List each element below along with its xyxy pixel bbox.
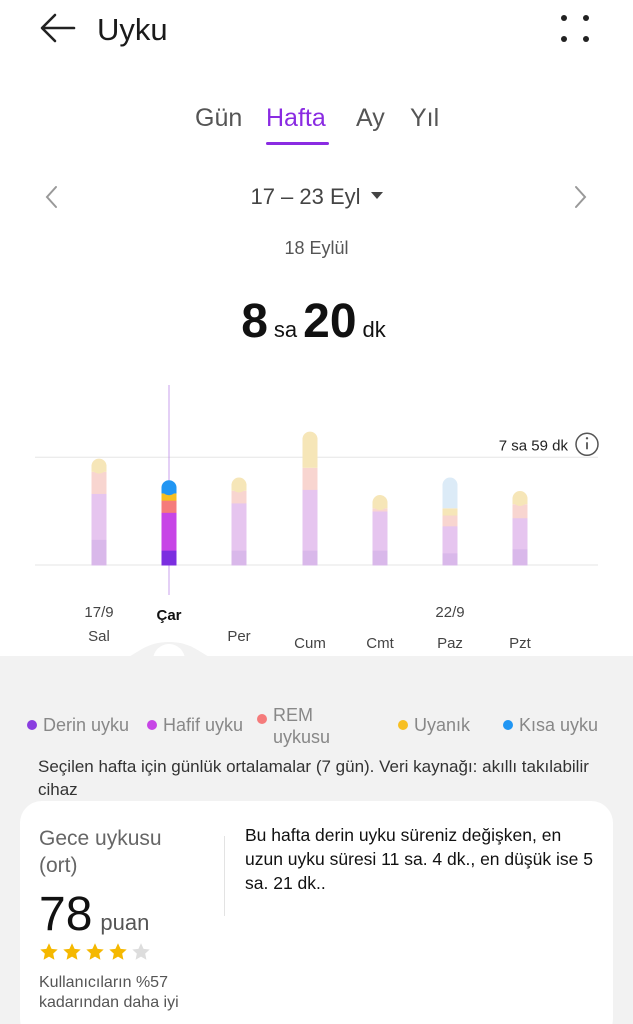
legend-item: Derin uyku (27, 714, 129, 736)
legend-label: Uyanık (414, 715, 471, 735)
day-tick-label: Cmt (366, 635, 394, 652)
score-value: 78 (39, 888, 93, 941)
info-icon[interactable] (575, 432, 599, 457)
bar-Cmt-derin-uyku[interactable] (372, 550, 388, 566)
day-tick-label: Pzt (509, 635, 532, 652)
tab-day[interactable]: Gün (195, 104, 243, 132)
tab-month[interactable]: Ay (356, 104, 385, 132)
legend-label: REM uykusu (273, 705, 331, 747)
day-tick-label: Cum (294, 635, 326, 652)
bar-Paz-derin-uyku[interactable] (442, 552, 458, 566)
duration-minutes: 20 (303, 295, 357, 348)
sleep-week-chart[interactable]: 7 sa 59 dk 17/9 Sal Çar Per Cum Cmt 22/9 Paz Pzt (0, 380, 633, 660)
day-tick-label: Çar (156, 607, 181, 624)
bar-cap-Per (231, 477, 247, 493)
bar-Paz-uyanık[interactable] (442, 508, 458, 516)
bar-Cum-hafif-uyku[interactable] (302, 489, 318, 551)
day-tick-label: Paz (437, 635, 463, 652)
legend-dot (27, 720, 37, 730)
bar-cap-Çar (161, 480, 177, 496)
bar-Paz-rem-uykusu[interactable] (442, 515, 458, 527)
selected-duration: 8 sa 20 dk (0, 294, 633, 349)
caret-down-icon (370, 191, 383, 199)
star-rating (39, 942, 154, 964)
star-icon (109, 943, 127, 960)
bar-cap-Pzt (512, 491, 528, 506)
bar-Sal-rem-uykusu[interactable] (91, 471, 107, 494)
legend-label: Hafif uyku (163, 715, 244, 735)
legend-item: Hafif uyku (147, 714, 243, 736)
star-icon (132, 943, 150, 960)
star-icon (40, 943, 58, 960)
star-icon (86, 943, 104, 960)
bar-Çar-hafif-uyku[interactable] (161, 512, 177, 551)
bar-Pzt-derin-uyku[interactable] (512, 548, 528, 566)
legend-dot (398, 720, 408, 730)
star-icon (63, 943, 81, 960)
bar-Sal-hafif-uyku[interactable] (91, 493, 107, 540)
duration-hours-unit: sa (273, 317, 298, 342)
legend-item: Uyanık (398, 714, 470, 736)
bar-Cmt-hafif-uyku[interactable] (372, 511, 388, 551)
chevron-left-icon[interactable] (40, 182, 64, 212)
bar-Cum-derin-uyku[interactable] (302, 550, 318, 566)
legend-item: REM uykusu (257, 704, 347, 748)
selected-date: 18 Eylül (284, 238, 349, 258)
bar-cap-Paz (442, 477, 458, 493)
day-tick-label: Per (227, 628, 250, 645)
tab-week[interactable]: Hafta (266, 104, 326, 132)
bar-Cum-rem-uykusu[interactable] (302, 467, 318, 490)
duration-minutes-unit: dk (362, 317, 386, 342)
page-title: Uyku (97, 12, 168, 47)
night-sleep-card[interactable]: Gece uykusu (ort) 78 puan Kullanıcıların … (20, 801, 613, 1024)
active-tab-indicator (266, 142, 329, 145)
top-bar: Uyku (0, 0, 633, 60)
data-source-note: Seçilen hafta için günlük ortalamalar (7… (38, 757, 589, 799)
score-unit: puan (100, 910, 150, 935)
card-title: Gece uykusu (ort) (39, 827, 162, 877)
weekly-summary: Bu hafta derin uyku süreniz değişken, en… (245, 825, 593, 893)
legend-dot (257, 714, 267, 724)
legend-label: Derin uyku (43, 715, 130, 735)
date-tick-label: 22/9 (435, 604, 464, 621)
date-range-label: 17 – 23 Eyl (250, 184, 361, 209)
bar-Per-hafif-uyku[interactable] (231, 502, 247, 551)
legend-dot (503, 720, 513, 730)
period-tabs: Gün Hafta Ay Yıl (0, 100, 633, 150)
divider (224, 836, 225, 916)
bar-Çar-uyanık[interactable] (161, 493, 177, 501)
info-icon-dot (585, 437, 589, 440)
date-range-selector[interactable]: 17 – 23 Eyl (0, 184, 633, 210)
bar-Pzt-rem-uykusu[interactable] (512, 504, 528, 519)
legend-item: Kısa uyku (503, 714, 598, 736)
percentile-text: Kullanıcıların %57 kadarından daha iyi (39, 974, 179, 1011)
bar-Per-rem-uykusu[interactable] (231, 490, 247, 504)
legend-label: Kısa uyku (519, 715, 599, 735)
bar-Çar-rem-uykusu[interactable] (161, 500, 177, 513)
arrow-left-icon[interactable] (38, 10, 78, 46)
bar-Pzt-hafif-uyku[interactable] (512, 517, 528, 550)
bar-Çar-derin-uyku[interactable] (161, 550, 177, 566)
duration-hours: 8 (241, 295, 268, 348)
bar-Paz-hafif-uyku[interactable] (442, 525, 458, 554)
legend-dot (147, 720, 157, 730)
day-tick-label: Sal (88, 628, 110, 645)
date-tick-label: 17/9 (84, 604, 113, 621)
bar-cap-Cmt (372, 495, 388, 511)
bar-cap-Cum (302, 431, 318, 447)
bar-cap-Sal (91, 458, 107, 474)
tab-year[interactable]: Yıl (410, 104, 440, 132)
sleep-score: 78 puan (39, 887, 149, 942)
average-label: 7 sa 59 dk (499, 437, 569, 454)
bar-Sal-derin-uyku[interactable] (91, 539, 107, 566)
more-dots-icon[interactable] (556, 12, 594, 48)
chevron-right-icon[interactable] (568, 182, 592, 212)
bar-Per-derin-uyku[interactable] (231, 550, 247, 566)
